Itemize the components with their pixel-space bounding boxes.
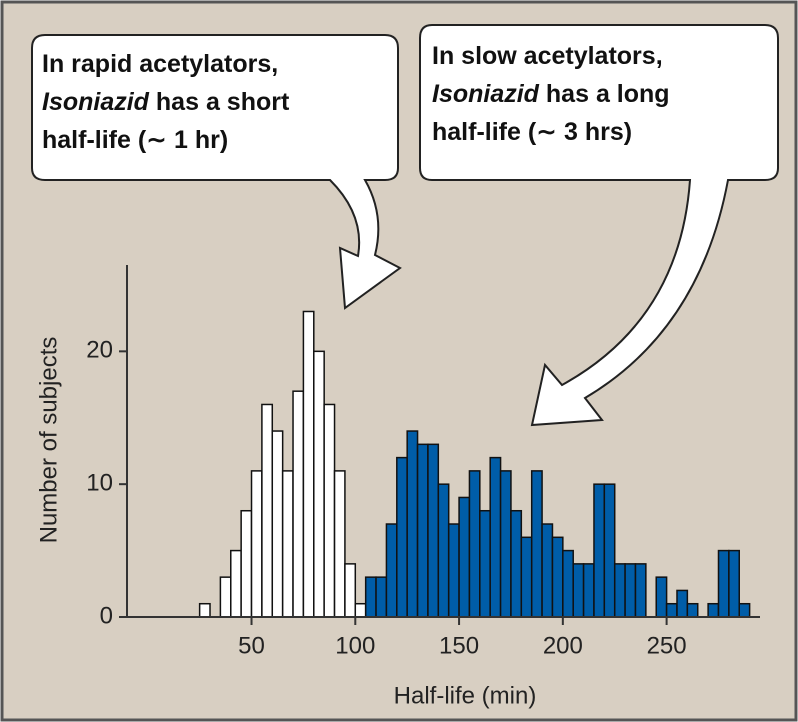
bar xyxy=(281,470,294,618)
bar xyxy=(354,602,367,618)
bar xyxy=(479,509,491,618)
callout-text: half-life (∼ 1 hr) xyxy=(42,126,228,154)
bar xyxy=(416,443,429,618)
bar xyxy=(240,509,253,618)
y-tick-label: 0 xyxy=(100,602,113,629)
y-tick-label: 20 xyxy=(86,337,113,364)
bar xyxy=(302,310,315,618)
bar xyxy=(437,483,450,618)
y-axis-label: Number of subjects xyxy=(35,337,62,544)
bar xyxy=(261,403,274,618)
callout-text: has a short xyxy=(149,88,290,116)
x-tick-label: 250 xyxy=(647,632,687,659)
bar xyxy=(728,549,740,618)
callout xyxy=(31,34,402,310)
bar xyxy=(613,563,626,618)
bar xyxy=(468,470,481,618)
bar xyxy=(603,483,616,618)
bar xyxy=(427,443,440,618)
x-tick-label: 50 xyxy=(238,632,265,659)
bar xyxy=(323,403,336,618)
y-tick-label: 10 xyxy=(86,470,113,497)
bar xyxy=(676,589,689,618)
callout-text: half-life (∼ 3 hrs) xyxy=(432,118,632,146)
bar xyxy=(707,602,720,618)
bar xyxy=(510,509,523,618)
bar xyxy=(717,549,730,618)
bar xyxy=(447,523,460,618)
bar xyxy=(686,602,699,618)
bar xyxy=(665,602,678,618)
bar xyxy=(271,430,284,618)
x-tick-label: 100 xyxy=(335,632,375,659)
x-tick-label: 200 xyxy=(543,632,583,659)
bar xyxy=(582,563,595,618)
bar xyxy=(344,563,357,618)
x-tick-label: 150 xyxy=(439,632,479,659)
callout-text: Isoniazid has a short xyxy=(42,88,290,116)
bar xyxy=(198,602,211,618)
bar xyxy=(406,430,419,618)
bar xyxy=(333,470,346,618)
bar xyxy=(520,536,533,618)
bar xyxy=(219,576,232,618)
bar xyxy=(313,350,325,618)
callout-text: has a long xyxy=(539,80,670,108)
bar xyxy=(634,563,647,618)
bar xyxy=(250,470,263,618)
bar xyxy=(364,576,377,618)
callout-text: In rapid acetylators, xyxy=(42,50,278,78)
bar xyxy=(230,549,242,618)
bar xyxy=(562,549,574,618)
bar xyxy=(530,470,543,618)
bar xyxy=(489,456,502,618)
bar xyxy=(396,456,408,618)
x-axis-label: Half-life (min) xyxy=(394,682,537,709)
bar xyxy=(375,576,388,618)
bar xyxy=(738,602,751,618)
bar xyxy=(385,523,398,618)
callout-text: In slow acetylators, xyxy=(432,42,663,70)
bar xyxy=(458,496,471,618)
bar xyxy=(593,483,606,618)
bar xyxy=(624,563,637,618)
bar xyxy=(499,470,512,618)
bar xyxy=(551,536,564,618)
callout-text: Isoniazid has a long xyxy=(432,80,670,108)
bar xyxy=(655,576,668,618)
bar xyxy=(292,390,305,618)
callout-text: Isoniazid xyxy=(42,88,150,116)
callout-text: Isoniazid xyxy=(432,80,540,108)
bar xyxy=(572,563,585,618)
bar xyxy=(541,523,554,618)
callout xyxy=(419,24,779,427)
